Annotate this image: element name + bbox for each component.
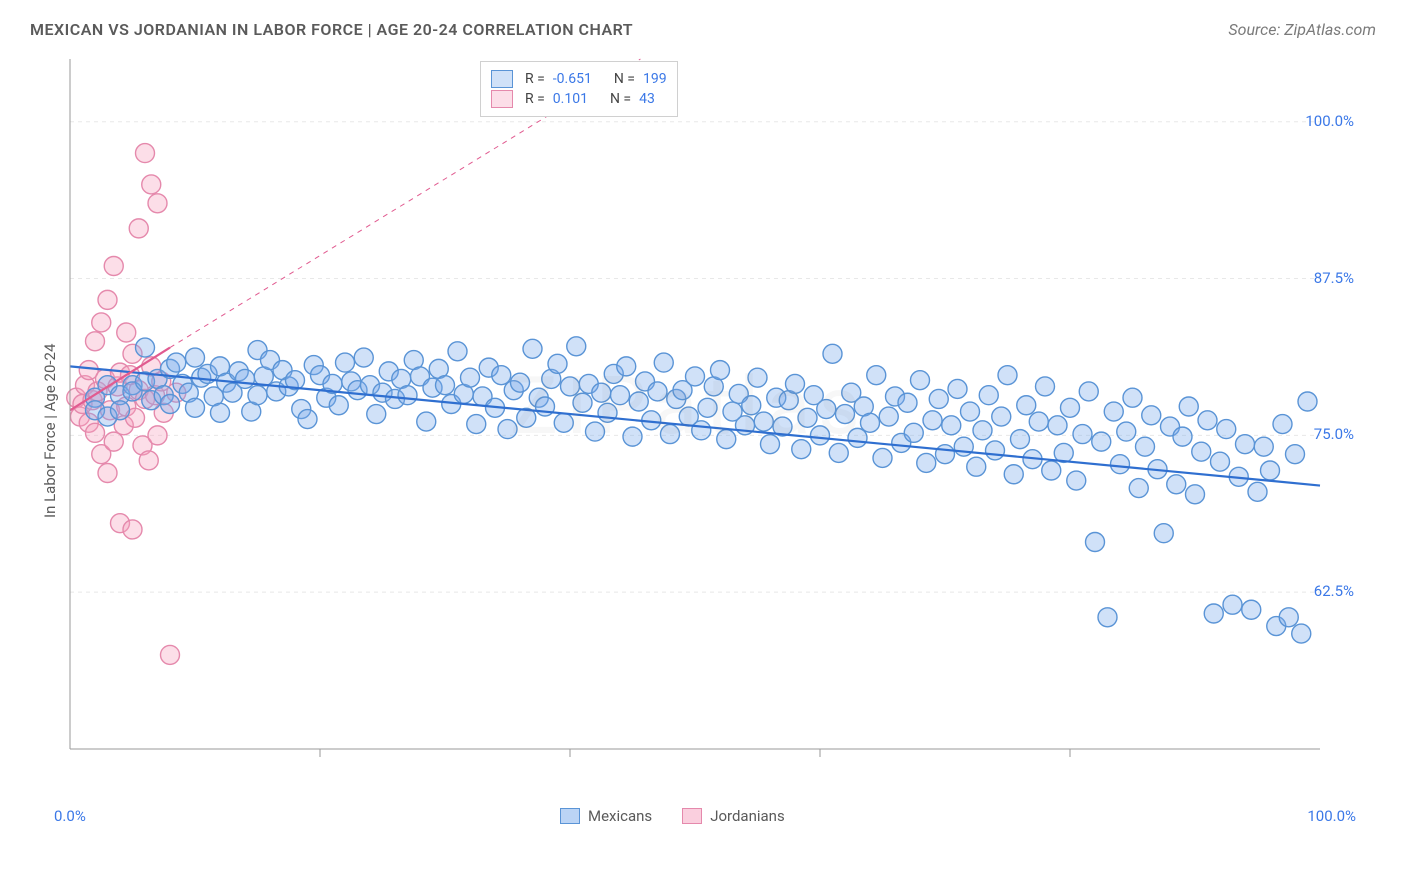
chart-title: MEXICAN VS JORDANIAN IN LABOR FORCE | AG…	[30, 20, 633, 39]
r-value: 0.101	[553, 91, 588, 107]
legend-swatch	[682, 808, 702, 824]
n-label: N =	[610, 91, 631, 107]
legend-label: Jordanians	[710, 807, 785, 825]
legend-swatch	[491, 90, 513, 108]
stats-legend-row: R = -0.651 N = 199	[491, 70, 667, 88]
stats-legend: R = -0.651 N = 199 R = 0.101 N = 43	[480, 61, 678, 117]
legend-item: Mexicans	[560, 807, 652, 825]
y-tick-label: 75.0%	[1314, 425, 1354, 443]
n-value: 199	[643, 71, 667, 87]
x-axis-min-label: 0.0%	[54, 807, 86, 825]
y-axis-label: In Labor Force | Age 20-24	[41, 318, 59, 518]
chart-container: In Labor Force | Age 20-24 ZIPatlas R = …	[30, 49, 1376, 849]
source-label: Source: ZipAtlas.com	[1228, 20, 1376, 39]
series-legend: Mexicans Jordanians	[560, 807, 785, 825]
legend-swatch	[560, 808, 580, 824]
n-value: 43	[639, 91, 655, 107]
r-label: R =	[525, 71, 545, 87]
legend-item: Jordanians	[682, 807, 785, 825]
y-tick-label: 100.0%	[1305, 112, 1354, 130]
stats-legend-row: R = 0.101 N = 43	[491, 90, 667, 108]
y-tick-label: 62.5%	[1314, 582, 1354, 600]
y-tick-label: 87.5%	[1314, 269, 1354, 287]
r-value: -0.651	[553, 71, 592, 87]
n-label: N =	[614, 71, 635, 87]
scatter-plot	[30, 49, 1330, 789]
legend-swatch	[491, 70, 513, 88]
x-axis-max-label: 100.0%	[1307, 807, 1356, 825]
header-row: MEXICAN VS JORDANIAN IN LABOR FORCE | AG…	[0, 0, 1406, 49]
r-label: R =	[525, 91, 545, 107]
legend-label: Mexicans	[588, 807, 652, 825]
